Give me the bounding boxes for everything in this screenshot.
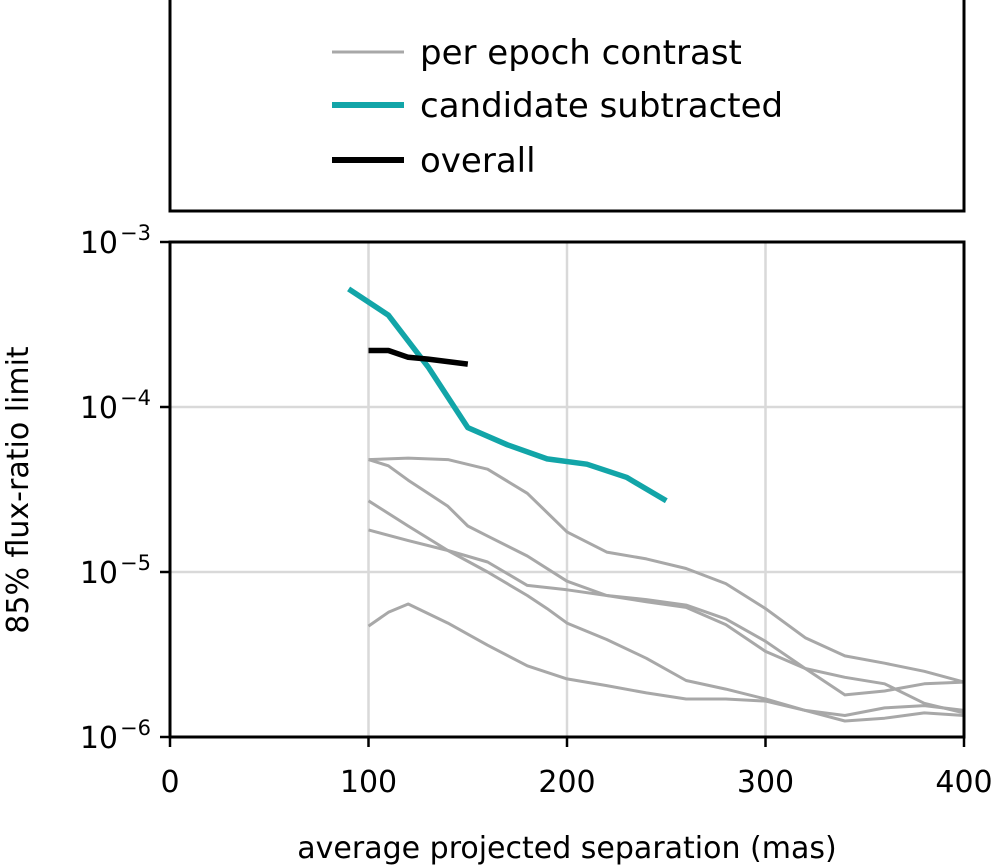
series-line-per-epoch-contrast-4 — [368, 528, 965, 697]
y-tick-exponent: −3 — [120, 221, 151, 245]
y-tick-exponent: −4 — [120, 386, 151, 410]
legend-frame — [168, 0, 966, 213]
x-tick-label: 100 — [340, 765, 397, 800]
y-tick-exponent: −5 — [120, 551, 151, 575]
y-tick-label: 10 — [80, 226, 118, 261]
series-line-per-epoch-contrast-5 — [367, 602, 965, 723]
y-axis-label: 85% flux-ratio limit — [1, 346, 36, 634]
y-tick-exponent: −6 — [120, 716, 151, 740]
legend-label-candidate: candidate subtracted — [420, 86, 783, 126]
y-tick-label: 10 — [80, 721, 118, 756]
y-tick-label: 10 — [80, 556, 118, 591]
legend: per epoch contrast candidate subtracted … — [168, 0, 966, 213]
legend-label-per-epoch: per epoch contrast — [420, 33, 742, 73]
y-tick-label: 10 — [80, 391, 118, 426]
series-line-overall — [368, 347, 469, 367]
series-line-candidate-subtracted — [347, 286, 668, 504]
x-axis-label: average projected separation (mas) — [297, 831, 836, 865]
x-tick-label: 400 — [935, 765, 992, 800]
x-tick-label: 0 — [160, 765, 179, 800]
x-tick-label: 300 — [737, 765, 794, 800]
series-line-per-epoch-contrast-3 — [367, 499, 965, 717]
gridlines — [170, 242, 964, 737]
series-line-per-epoch-contrast — [368, 456, 965, 684]
x-tick-label: 200 — [538, 765, 595, 800]
series-group — [347, 286, 965, 723]
legend-label-overall: overall — [420, 141, 536, 181]
